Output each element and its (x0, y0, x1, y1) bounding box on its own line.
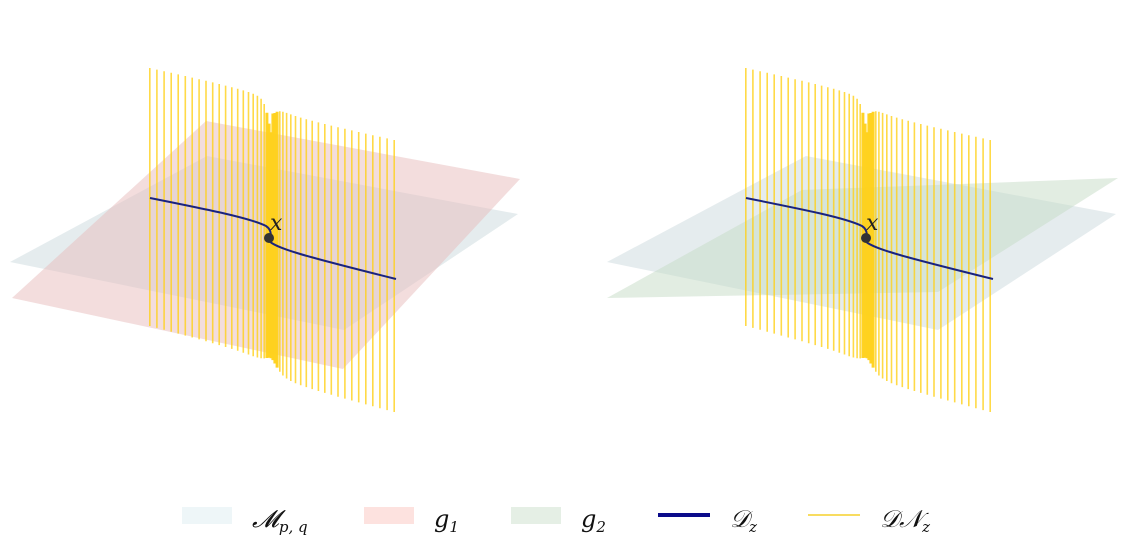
legend: 𝓜p, q g1 g2 𝒟z 𝒟𝒩z (182, 505, 930, 536)
point-x (264, 233, 274, 243)
point-label: x (866, 211, 879, 236)
point-x (861, 233, 871, 243)
panel-right: x (607, 68, 1118, 412)
legend-label-lines: 𝒟𝒩z (880, 505, 930, 536)
legend-swatch-g2 (511, 507, 561, 524)
point-label: x (270, 211, 283, 236)
legend-label-manifold: 𝓜p, q (252, 505, 308, 536)
legend-label-curve: 𝒟z (730, 505, 757, 536)
panel-left: x (10, 68, 520, 412)
legend-swatch-manifold (182, 507, 232, 524)
legend-label-g2: g2 (581, 505, 606, 536)
legend-label-g1: g1 (434, 505, 459, 536)
normal-lines (149, 68, 396, 412)
legend-swatch-g1 (364, 507, 414, 524)
